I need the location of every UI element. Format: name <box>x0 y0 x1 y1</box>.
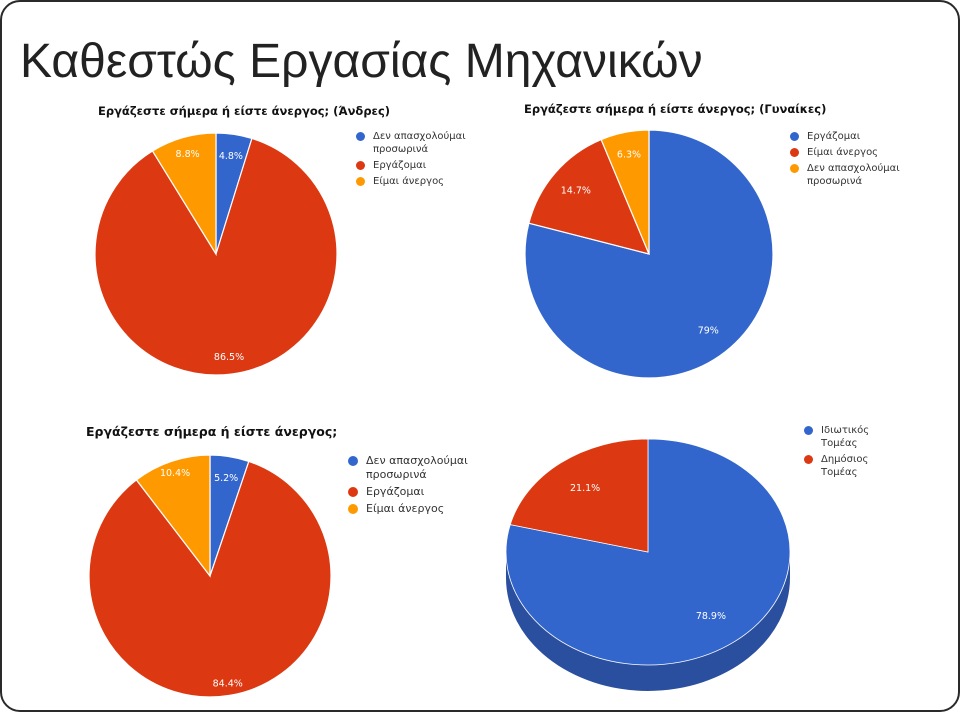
legend-label: Είμαι άνεργος <box>373 176 445 187</box>
legend-swatch <box>804 426 813 435</box>
legend-swatch <box>356 132 365 141</box>
legend-item: Εργάζομαι <box>356 159 466 172</box>
legend-label: Εργάζομαι <box>366 485 425 498</box>
legend-swatch <box>804 455 813 464</box>
slice-value-label: 6.3% <box>617 149 641 160</box>
legend-item: Εργάζομαι <box>790 130 900 143</box>
pie-slice <box>600 129 650 255</box>
legend-label: Ιδιωτικός Τομέας <box>821 425 870 449</box>
legend-item: Είμαι άνεργος <box>790 146 900 159</box>
pie-slice <box>94 137 338 376</box>
legend-total: Δεν απασχολούμαι προσωρινά Εργάζομαι Είμ… <box>348 454 472 519</box>
chart-title-men: Εργάζεστε σήμερα ή είστε άνεργος; (Άνδρε… <box>98 104 391 118</box>
legend-label: Δεν απασχολούμαι προσωρινά <box>807 163 900 187</box>
legend-swatch <box>790 132 799 141</box>
legend-swatch <box>348 504 358 514</box>
legend-swatch <box>348 456 358 466</box>
legend-men: Δεν απασχολούμαι προσωρινά Εργάζομαι Είμ… <box>356 130 466 191</box>
pie-chart-women: 79% 14.7% 6.3% <box>524 129 774 379</box>
chart-panel-sector: 78.9% 21.1% Ιδιωτικός Τομέας Δημόσιος Τομ… <box>502 414 906 704</box>
legend-item: Είμαι άνεργος <box>356 175 466 188</box>
legend-item: Είμαι άνεργος <box>348 502 472 516</box>
pie-chart-total: 5.2% 84.4% 10.4% <box>88 454 332 698</box>
legend-item: Δεν απασχολούμαι προσωρινά <box>356 130 466 156</box>
chart-panel-women: Εργάζεστε σήμερα ή είστε άνεργος; (Γυναί… <box>520 96 900 388</box>
legend-label: Δημόσιος Τομέας <box>821 454 869 478</box>
slice-value-label: 14.7% <box>561 186 591 197</box>
chart-panel-total: Εργάζεστε σήμερα ή είστε άνεργος; 5.2% 84… <box>82 414 472 704</box>
legend-item: Εργάζομαι <box>348 485 472 499</box>
pie-chart-men: 4.8% 86.5% 8.8% <box>94 132 338 376</box>
slice-value-label: 79% <box>698 325 719 336</box>
slice-value-label: 21.1% <box>570 483 600 494</box>
pie-slice <box>135 454 211 578</box>
legend-label: Είμαι άνεργος <box>807 147 879 158</box>
legend-label: Εργάζομαι <box>807 131 861 142</box>
slice-value-label: 8.8% <box>176 149 200 160</box>
legend-label: Δεν απασχολούμαι προσωρινά <box>366 454 468 481</box>
legend-swatch <box>356 177 365 186</box>
legend-swatch <box>790 164 799 173</box>
chart-title-total: Εργάζεστε σήμερα ή είστε άνεργος; <box>86 424 338 439</box>
pie-slice-side <box>506 552 790 691</box>
slice-value-label: 10.4% <box>160 468 190 479</box>
chart-panel-men: Εργάζεστε σήμερα ή είστε άνεργος; (Άνδρε… <box>94 96 466 388</box>
slice-value-label: 78.9% <box>696 611 726 622</box>
legend-swatch <box>356 161 365 170</box>
pie-slice <box>528 138 651 255</box>
legend-item: Δεν απασχολούμαι προσωρινά <box>790 162 900 188</box>
slice-value-label: 84.4% <box>213 678 243 689</box>
slide-title: Καθεστώς Εργασίας Μηχανικών <box>20 35 703 88</box>
legend-women: Εργάζομαι Είμαι άνεργος Δεν απασχολούμαι… <box>790 130 900 191</box>
pie-chart-sector: 78.9% 21.1% <box>505 438 791 691</box>
slice-value-label: 4.8% <box>219 151 243 162</box>
legend-item: Ιδιωτικός Τομέας <box>804 424 906 450</box>
chart-title-women: Εργάζεστε σήμερα ή είστε άνεργος; (Γυναί… <box>524 102 827 116</box>
pie-slice <box>88 460 332 698</box>
legend-item: Δεν απασχολούμαι προσωρινά <box>348 454 472 482</box>
legend-item: Δημόσιος Τομέας <box>804 453 906 479</box>
pie-slice <box>151 132 217 257</box>
legend-label: Εργάζομαι <box>373 160 427 171</box>
legend-label: Δεν απασχολούμαι προσωρινά <box>373 131 466 155</box>
legend-label: Είμαι άνεργος <box>366 502 445 515</box>
slice-value-label: 86.5% <box>214 352 244 363</box>
legend-swatch <box>790 148 799 157</box>
pie-slice <box>509 438 649 553</box>
legend-sector: Ιδιωτικός Τομέας Δημόσιος Τομέας <box>804 424 906 482</box>
legend-swatch <box>348 487 358 497</box>
slice-value-label: 5.2% <box>214 473 238 484</box>
